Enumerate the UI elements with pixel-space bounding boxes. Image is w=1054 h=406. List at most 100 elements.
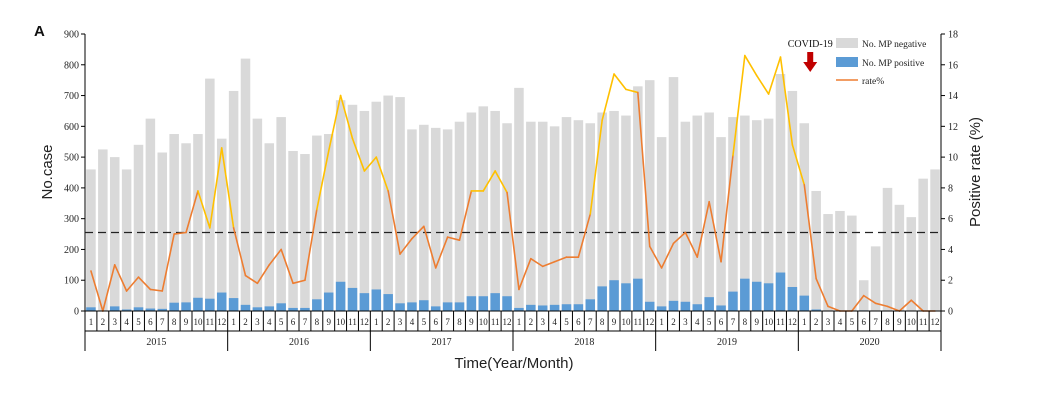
month-tick-label: 2	[101, 317, 106, 327]
bar-positive	[109, 306, 120, 311]
legend-label-negative: No. MP negative	[862, 40, 926, 50]
legend: No. MP negative No. MP positive rate%	[836, 38, 926, 87]
month-tick-label: 2	[529, 317, 534, 327]
month-tick-label: 7	[873, 317, 878, 327]
bar-negative	[335, 100, 346, 311]
bar-positive	[656, 306, 667, 311]
rate-line-segment	[732, 54, 746, 157]
bar-positive	[383, 294, 393, 311]
rate-line-segment	[541, 260, 556, 268]
bar-negative	[549, 126, 560, 311]
bar-negative	[419, 124, 429, 312]
month-tick-label: 7	[731, 317, 736, 327]
bar-positive	[502, 296, 512, 311]
month-tick-label: 1	[802, 317, 807, 327]
bar-negative	[252, 118, 263, 311]
month-tick-label: 3	[826, 317, 831, 327]
rate-line-segment	[256, 264, 271, 285]
bar-positive	[526, 304, 536, 311]
y2-axis-label: Positive rate (%)	[967, 117, 984, 227]
month-tick-label: 6	[576, 317, 581, 327]
month-tick-label: 6	[148, 317, 153, 327]
rate-line-segment	[803, 184, 817, 280]
y2-tick-label: 12	[948, 122, 958, 133]
bar-negative	[811, 190, 821, 311]
bar-positive	[751, 281, 762, 311]
rate-line-segment	[672, 231, 687, 245]
month-tick-label: 5	[707, 317, 712, 327]
bar-positive	[264, 306, 275, 311]
bar-negative	[775, 74, 786, 311]
rate-line-segment	[423, 225, 437, 269]
bar-positive	[668, 300, 679, 311]
rate-line-segment	[553, 256, 568, 263]
rate-line-segment	[648, 245, 663, 269]
rate-line-segment	[791, 144, 806, 186]
bar-positive	[787, 286, 798, 311]
month-tick-label: 10	[479, 317, 489, 327]
covid-arrow-head	[803, 62, 818, 72]
year-label: 2018	[574, 337, 594, 348]
rate-line-segment	[351, 137, 366, 172]
bar-negative	[633, 86, 643, 311]
rate-line-segment	[173, 231, 187, 235]
bar-negative	[609, 110, 619, 311]
month-tick-label: 4	[695, 317, 700, 327]
rate-line-segment	[886, 305, 901, 312]
bar-positive	[466, 296, 477, 311]
year-label: 2015	[146, 337, 166, 348]
bar-positive	[644, 301, 655, 311]
bar-positive	[490, 293, 500, 311]
month-tick-label: 11	[205, 317, 214, 327]
bar-positive	[252, 307, 263, 311]
bar-negative	[585, 123, 596, 311]
rate-line-segment	[767, 56, 782, 95]
y-tick-label: 0	[74, 307, 79, 318]
bar-positive	[728, 291, 738, 311]
bar-positive	[419, 300, 429, 311]
bar-negative	[621, 115, 631, 311]
bar-positive	[561, 304, 572, 311]
rate-line-segment	[482, 170, 496, 192]
month-tick-label: 6	[291, 317, 296, 327]
rate-line-segment	[185, 190, 199, 234]
month-tick-label: 7	[160, 317, 165, 327]
month-tick-label: 5	[850, 317, 855, 327]
month-tick-label: 11	[491, 317, 500, 327]
rate-line-segment	[755, 74, 770, 95]
bar-positive	[347, 287, 358, 311]
rate-line-segment	[197, 190, 211, 229]
rate-line-segment	[874, 302, 889, 308]
month-tick-label: 5	[422, 317, 427, 327]
bar-negative	[205, 78, 215, 311]
panel-label: A	[34, 23, 45, 40]
month-tick-label: 4	[838, 317, 843, 327]
y-tick-label: 700	[64, 91, 79, 102]
month-tick-label: 10	[336, 317, 346, 327]
month-tick-label: 7	[303, 317, 308, 327]
month-tick-label: 8	[600, 317, 605, 327]
y-tick-label: 400	[64, 183, 79, 194]
bar-negative	[514, 87, 524, 311]
month-tick-label: 3	[540, 317, 545, 327]
rate-line-segment	[577, 213, 592, 258]
rate-line-segment	[434, 236, 449, 269]
rate-line-segment	[506, 191, 520, 291]
year-label: 2017	[432, 337, 452, 348]
rate-line-segment	[898, 299, 913, 312]
y-tick-label: 100	[64, 276, 79, 287]
bar-negative	[561, 117, 572, 311]
bar-negative	[86, 169, 96, 311]
bar-positive	[181, 302, 191, 311]
bar-positive	[228, 298, 239, 311]
bar-positive	[621, 283, 631, 311]
bar-positive	[288, 307, 298, 311]
bar-positive	[193, 297, 203, 311]
bar-negative	[347, 104, 358, 312]
month-tick-label: 2	[243, 317, 248, 327]
rate-line-segment	[910, 299, 924, 312]
bar-negative	[918, 178, 928, 311]
rate-line-segment	[411, 225, 425, 240]
rate-line-segment	[292, 279, 306, 285]
